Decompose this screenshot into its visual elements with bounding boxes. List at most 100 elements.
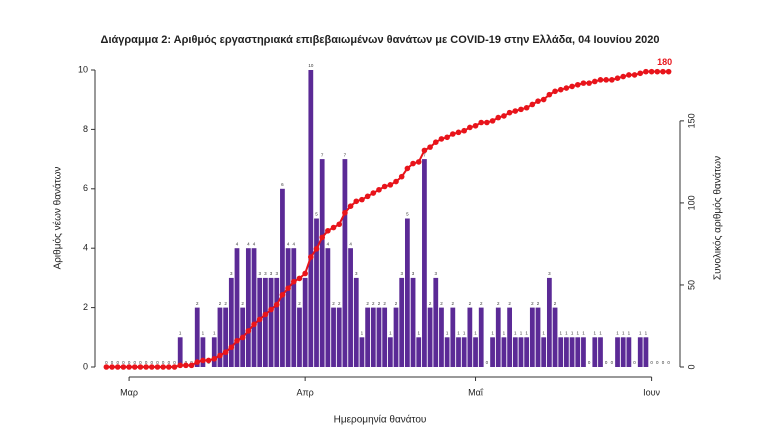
line-point <box>256 316 263 323</box>
bar <box>643 337 649 367</box>
line-point <box>643 68 649 75</box>
bar-value-label: 5 <box>315 212 318 217</box>
line-point <box>495 114 502 121</box>
line-point <box>268 306 274 313</box>
y-tick-label: 0 <box>83 361 88 371</box>
line-point <box>188 362 195 369</box>
line-point <box>569 83 575 90</box>
bar <box>211 337 217 367</box>
line-point <box>512 108 519 114</box>
bar-value-label: 7 <box>423 152 426 157</box>
line-point <box>308 254 314 260</box>
bar-value-label: 2 <box>429 301 432 306</box>
line-point <box>484 119 490 126</box>
bar-value-label: 1 <box>559 330 562 335</box>
line-point <box>523 104 530 111</box>
line-point <box>393 178 399 185</box>
line-point <box>444 134 450 141</box>
line-point <box>637 70 644 77</box>
bar <box>637 337 643 367</box>
bar-value-label: 2 <box>537 301 540 306</box>
bar-value-label: 0 <box>128 360 131 365</box>
line-point <box>535 98 541 104</box>
line-point <box>296 275 303 282</box>
line-point <box>563 85 570 91</box>
line-point <box>217 352 223 359</box>
bar <box>524 337 530 367</box>
bar <box>302 277 308 367</box>
line-point <box>148 364 155 370</box>
bar-value-label: 1 <box>594 330 597 335</box>
bar <box>461 337 467 367</box>
line-point <box>211 355 218 362</box>
cumulative-line <box>106 70 669 368</box>
bar <box>598 337 603 367</box>
bar <box>410 277 416 367</box>
bar <box>382 307 388 367</box>
bar-value-label: 2 <box>480 301 483 306</box>
bar-value-label: 4 <box>236 241 239 246</box>
bar-value-label: 3 <box>230 271 233 276</box>
line-point <box>103 364 110 370</box>
line-point <box>461 127 467 134</box>
bar-value-label: 0 <box>116 360 119 365</box>
bar <box>342 159 348 367</box>
bar-value-label: 0 <box>139 360 142 365</box>
bar-value-label: 1 <box>520 330 523 335</box>
bar-value-label: 2 <box>224 301 227 306</box>
bar <box>569 337 575 367</box>
x-tick-label: Ιουν <box>643 387 660 397</box>
bar-value-label: 1 <box>417 330 420 335</box>
bar <box>376 307 382 367</box>
line-point <box>109 364 115 370</box>
bar <box>575 337 581 367</box>
bar-value-label: 0 <box>667 360 670 365</box>
line-point <box>660 68 666 75</box>
line-point <box>398 173 405 180</box>
line-point <box>228 344 235 351</box>
y2-tick-label: 100 <box>686 195 696 210</box>
line-point <box>120 364 127 370</box>
bar-value-label: 2 <box>395 301 398 306</box>
bar <box>581 337 586 367</box>
line-point <box>506 109 513 116</box>
bar-value-label: 1 <box>571 330 574 335</box>
line-point <box>177 362 183 369</box>
bar-value-label: 1 <box>599 330 602 335</box>
bar-value-label: 0 <box>611 360 614 365</box>
bar-value-label: 1 <box>474 330 477 335</box>
bar-value-label: 3 <box>435 271 438 276</box>
line-point <box>222 349 229 356</box>
bar <box>615 337 620 367</box>
bar-value-label: 0 <box>168 360 171 365</box>
line-point <box>370 190 377 196</box>
bar-value-label: 3 <box>264 271 267 276</box>
x-tick-label: Απρ <box>296 387 313 397</box>
bar <box>336 307 342 367</box>
bar-value-label: 0 <box>151 360 154 365</box>
bar <box>518 337 524 367</box>
bar <box>444 337 450 367</box>
line-point <box>154 364 161 370</box>
bar-value-label: 0 <box>111 360 114 365</box>
line-point <box>631 72 638 78</box>
bar <box>234 248 240 367</box>
line-point <box>262 311 269 318</box>
bar <box>416 337 422 367</box>
bar <box>439 307 444 367</box>
bar-value-label: 2 <box>298 301 301 306</box>
bar <box>393 307 399 367</box>
y2-axis-title: Συνολικός αριθμός θανάτων <box>712 156 724 280</box>
line-point <box>330 224 337 231</box>
bar-value-label: 1 <box>645 330 648 335</box>
bar <box>399 277 405 367</box>
bar-value-label: 7 <box>344 152 347 157</box>
bar <box>467 307 473 367</box>
bar-value-label: 1 <box>503 330 506 335</box>
bar <box>501 337 507 367</box>
line-point <box>552 88 558 95</box>
bar-value-label: 0 <box>656 360 659 365</box>
line-point <box>114 364 121 370</box>
line-point <box>160 364 166 370</box>
y-tick-label: 10 <box>78 64 88 74</box>
